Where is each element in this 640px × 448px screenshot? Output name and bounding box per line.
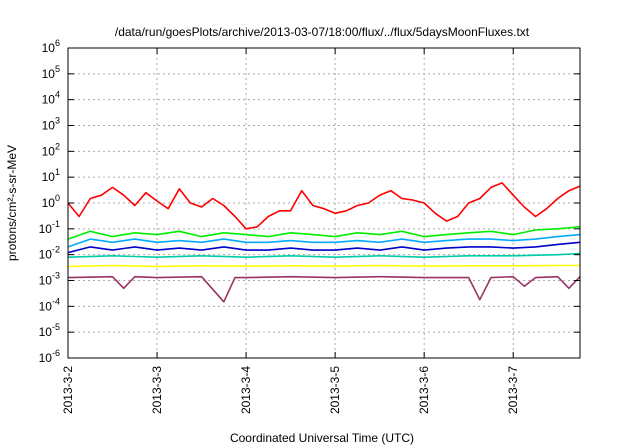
x-tick-label: 2013-3-7	[506, 366, 520, 414]
y-tick-label: 100	[42, 193, 60, 210]
series-layer	[67, 182, 581, 303]
series-line-2	[67, 233, 581, 248]
x-tick-label: 2013-3-6	[417, 366, 431, 414]
y-tick-label: 103	[42, 116, 60, 133]
x-tick-label: 2013-3-4	[239, 366, 253, 414]
y-tick-label: 10-3	[39, 271, 60, 288]
series-line-5	[67, 264, 580, 268]
y-tick-label: 10-1	[39, 219, 60, 236]
series-line-6	[67, 275, 581, 303]
y-tick-label: 106	[42, 38, 60, 55]
x-axis-label: Coordinated Universal Time (UTC)	[230, 431, 414, 445]
x-tick-label: 2013-3-2	[61, 366, 75, 414]
series-line-3	[67, 241, 581, 254]
x-axis: 2013-3-2 2013-3-3 2013-3-4 2013-3-5 2013-3-6…	[61, 48, 520, 414]
y-tick-label: 10-4	[39, 296, 60, 313]
x-tick-label: 2013-3-5	[328, 366, 342, 414]
series-line-0	[67, 182, 581, 230]
y-tick-label: 104	[42, 90, 60, 107]
x-tick-label: 2013-3-3	[150, 366, 164, 414]
y-tick-label: 102	[42, 141, 60, 158]
y-tick-label: 105	[42, 64, 60, 81]
grid-lines	[68, 48, 580, 358]
y-tick-label: 101	[42, 167, 60, 184]
y-axis: 10-6 10-5 10-4 10-3 10-2 10-1 100 101 102 103 104 1…	[39, 38, 580, 365]
series-line-4	[67, 252, 581, 259]
series-line-1	[67, 226, 581, 240]
y-tick-label: 10-5	[39, 322, 60, 339]
y-axis-label: protons/cm²-s-sr-MeV	[5, 145, 19, 261]
chart-title: /data/run/goesPlots/archive/2013-03-07/1…	[115, 25, 530, 39]
y-tick-label: 10-6	[39, 348, 60, 365]
y-tick-label: 10-2	[39, 245, 60, 262]
